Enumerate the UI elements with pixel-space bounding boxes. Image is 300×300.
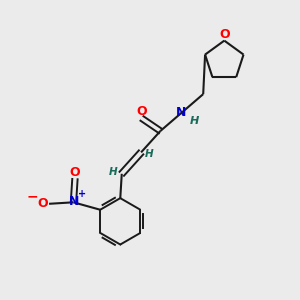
Text: O: O [136, 106, 147, 118]
Text: H: H [190, 116, 199, 126]
Text: N: N [69, 195, 79, 208]
Text: O: O [37, 197, 48, 210]
Text: +: + [78, 189, 86, 199]
Text: O: O [219, 28, 230, 40]
Text: H: H [145, 149, 154, 159]
Text: O: O [70, 166, 80, 179]
Text: H: H [109, 167, 118, 177]
Text: N: N [176, 106, 186, 119]
Text: −: − [27, 189, 38, 203]
